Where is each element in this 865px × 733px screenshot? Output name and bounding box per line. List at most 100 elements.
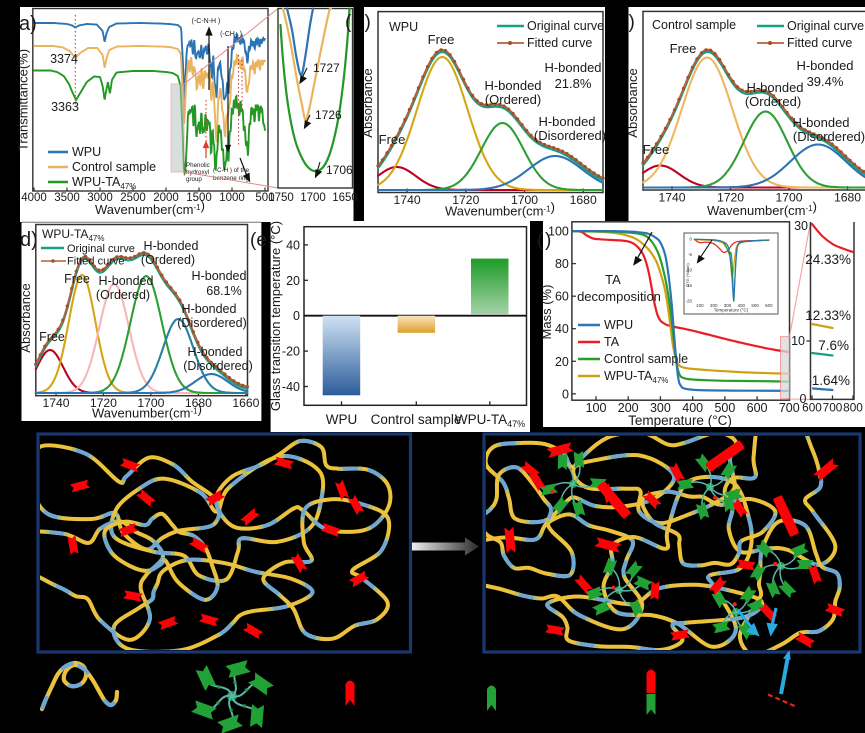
svg-text:group: group	[186, 176, 202, 183]
svg-text:Fitted curve: Fitted curve	[527, 36, 592, 50]
svg-text:Control sample: Control sample	[604, 352, 688, 366]
svg-text:Wavenumber(cm-1): Wavenumber(cm-1)	[95, 198, 205, 217]
svg-text:H-bonded: H-bonded	[484, 78, 541, 93]
svg-text:H-bonded: H-bonded	[746, 80, 803, 95]
svg-text:0: 0	[562, 387, 569, 401]
svg-text:Free: Free	[64, 272, 90, 286]
svg-text:68.1%: 68.1%	[206, 284, 241, 298]
svg-text:100: 100	[586, 401, 607, 415]
svg-text:(Ordered): (Ordered)	[745, 94, 801, 109]
svg-text:1750: 1750	[268, 192, 294, 204]
svg-text:Original curve: Original curve	[67, 243, 135, 255]
svg-text:100: 100	[696, 303, 704, 308]
svg-text:WPU: WPU	[72, 145, 101, 159]
svg-text:d): d)	[20, 229, 38, 251]
svg-text:1680: 1680	[834, 191, 861, 205]
svg-text:Fitted curve: Fitted curve	[787, 36, 852, 50]
svg-text:1660: 1660	[232, 396, 259, 410]
svg-text:Free: Free	[39, 330, 65, 344]
svg-text:Phenolic: Phenolic	[186, 162, 210, 169]
svg-text:24.33%: 24.33%	[805, 252, 851, 267]
svg-text:Control sample: Control sample	[371, 412, 462, 427]
svg-text:H-bonded: H-bonded	[188, 345, 243, 359]
svg-text:1720: 1720	[90, 396, 117, 410]
svg-text:hydroxyl: hydroxyl	[186, 169, 209, 176]
svg-text:Free: Free	[670, 41, 697, 56]
svg-text:H-bonded: H-bonded	[182, 302, 237, 316]
svg-text:39.4%: 39.4%	[807, 74, 844, 89]
svg-text:600: 600	[802, 401, 822, 415]
svg-text:(Disordered): (Disordered)	[183, 359, 252, 373]
svg-text:Temperature (°C): Temperature (°C)	[628, 413, 732, 428]
svg-text:500: 500	[714, 401, 735, 415]
svg-text:(Disordered): (Disordered)	[793, 129, 865, 144]
svg-text:TA: TA	[604, 335, 620, 349]
svg-text:decomposition: decomposition	[577, 289, 661, 304]
svg-text:(-C-H ) of the: (-C-H ) of the	[213, 167, 250, 174]
svg-text:Absorbance: Absorbance	[625, 68, 640, 137]
svg-text:(Disordered): (Disordered)	[177, 316, 246, 330]
svg-text:1680: 1680	[570, 193, 597, 207]
svg-text:H-bonded: H-bonded	[796, 58, 853, 73]
svg-text:200: 200	[618, 401, 639, 415]
svg-text:200: 200	[710, 303, 718, 308]
svg-text:12.33%: 12.33%	[805, 308, 851, 323]
svg-text:1680: 1680	[185, 396, 212, 410]
svg-text:40: 40	[286, 238, 300, 252]
svg-text:Wavenumber(cm-1): Wavenumber(cm-1)	[445, 200, 555, 219]
svg-text:Free: Free	[379, 132, 406, 147]
svg-text:H-bonded: H-bonded	[538, 114, 595, 129]
svg-text:Free: Free	[428, 32, 455, 47]
svg-text:H-bonded: H-bonded	[192, 269, 247, 283]
svg-text:1650: 1650	[332, 192, 358, 204]
svg-text:benzene ring: benzene ring	[213, 175, 249, 182]
svg-text:): )	[629, 12, 635, 33]
svg-text:0: 0	[800, 392, 807, 406]
svg-text:-20: -20	[282, 345, 300, 359]
svg-text:H-bonded: H-bonded	[544, 60, 601, 75]
svg-text:-5: -5	[688, 252, 692, 257]
svg-text:10: 10	[791, 334, 805, 348]
svg-text:1706: 1706	[326, 163, 353, 177]
svg-text:1700: 1700	[511, 193, 538, 207]
svg-text:1.64%: 1.64%	[812, 373, 850, 388]
svg-text:WPU: WPU	[604, 318, 633, 332]
svg-text:(: (	[537, 230, 544, 251]
svg-text:DTG (%/min): DTG (%/min)	[685, 263, 690, 287]
svg-text:Transmittance(%): Transmittance(%)	[16, 49, 31, 151]
svg-text:100: 100	[548, 225, 569, 239]
svg-text:1500: 1500	[186, 192, 212, 204]
svg-text:-10: -10	[685, 268, 692, 273]
svg-text:1727: 1727	[313, 61, 340, 75]
svg-text:(Ordered): (Ordered)	[485, 92, 541, 107]
svg-text:-20: -20	[685, 299, 692, 304]
svg-text:0: 0	[689, 237, 692, 242]
svg-text:20: 20	[286, 274, 300, 288]
svg-text:(Disordered): (Disordered)	[534, 128, 606, 143]
svg-text:1726: 1726	[315, 108, 342, 122]
svg-text:(: (	[345, 12, 352, 33]
svg-text:800: 800	[843, 401, 863, 415]
svg-text:1700: 1700	[775, 191, 802, 205]
svg-text:40: 40	[555, 322, 569, 336]
svg-text:0: 0	[293, 309, 300, 323]
svg-text:400: 400	[738, 303, 746, 308]
svg-text:700: 700	[779, 401, 800, 415]
svg-text:3374: 3374	[50, 52, 78, 66]
svg-text:Absorbance: Absorbance	[360, 68, 375, 137]
svg-text:1740: 1740	[658, 191, 685, 205]
svg-text:300: 300	[724, 303, 732, 308]
svg-text:a): a)	[19, 13, 37, 35]
svg-text:Fitted curve: Fitted curve	[67, 256, 124, 268]
svg-text:20: 20	[555, 355, 569, 369]
svg-text:WPU: WPU	[389, 20, 418, 34]
svg-text:400: 400	[682, 401, 703, 415]
svg-text:Wavenumber(cm-1): Wavenumber(cm-1)	[92, 402, 202, 421]
svg-text:4000: 4000	[21, 192, 47, 204]
svg-text:(-C-N-H ): (-C-N-H )	[192, 18, 221, 25]
svg-text:H-bonded: H-bonded	[99, 274, 154, 288]
svg-text:Free: Free	[643, 142, 670, 157]
svg-text:Absorbance: Absorbance	[18, 283, 33, 352]
svg-text:500: 500	[255, 192, 274, 204]
svg-text:-15: -15	[685, 283, 692, 288]
